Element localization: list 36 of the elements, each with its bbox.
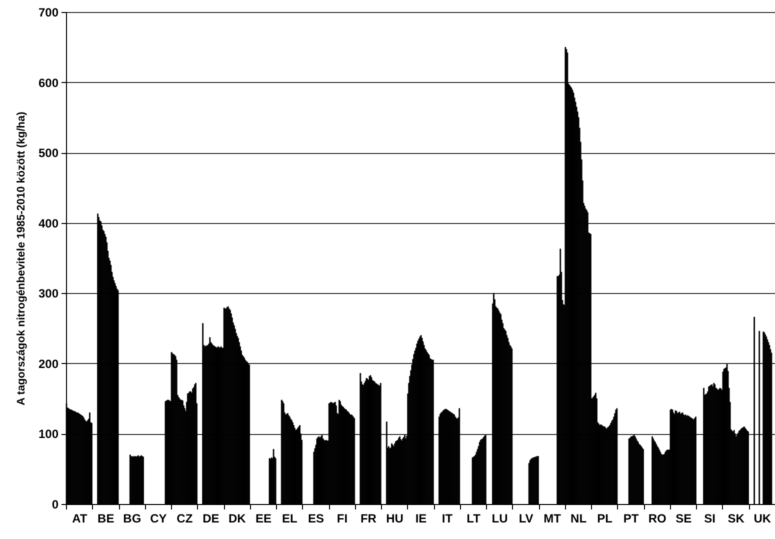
x-tick-label: RO [648,512,666,526]
x-tick-label: UK [754,512,772,526]
x-tick-label: IT [442,512,454,526]
x-tick-label: CZ [176,512,193,526]
y-tick-label: 300 [38,286,59,301]
x-tick-label: LU [492,512,508,526]
y-tick-label: 500 [38,146,59,160]
y-tick-label: 100 [38,427,59,442]
x-tick-label: EL [282,512,298,526]
x-tick-label: FI [336,512,348,526]
x-tick-label: DK [228,512,246,526]
x-tick-label: HU [386,512,404,526]
y-axis-title: A tagországok nitrogénbevitele 1985-2010 között (kg/ha) [15,111,28,406]
x-tick-label: AT [72,512,88,526]
x-tick-label: IE [415,512,427,526]
x-tick-label: FR [360,512,377,526]
x-tick-label: PL [597,512,612,526]
y-tick-label: 600 [38,76,59,90]
x-tick-label: BE [98,512,114,526]
y-tick-label: 400 [38,216,59,230]
x-tick-label: SI [704,512,716,526]
x-tick-label: PT [623,512,640,526]
x-tick-label: LT [466,512,482,526]
x-tick-label: LV [518,512,534,526]
x-tick-label: SK [728,512,745,526]
y-tick-label: 200 [38,356,59,371]
y-tick-label: 700 [38,6,59,20]
x-tick-label: NL [570,512,587,526]
x-tick-label: EE [255,512,272,526]
x-tick-label: MT [544,512,562,526]
x-tick-label: ES [308,512,324,526]
x-tick-label: DE [202,512,220,526]
y-tick-label: 0 [52,498,59,512]
x-tick-label: BG [123,512,142,526]
x-tick-label: SE [676,512,692,526]
x-tick-label: CY [150,512,167,526]
